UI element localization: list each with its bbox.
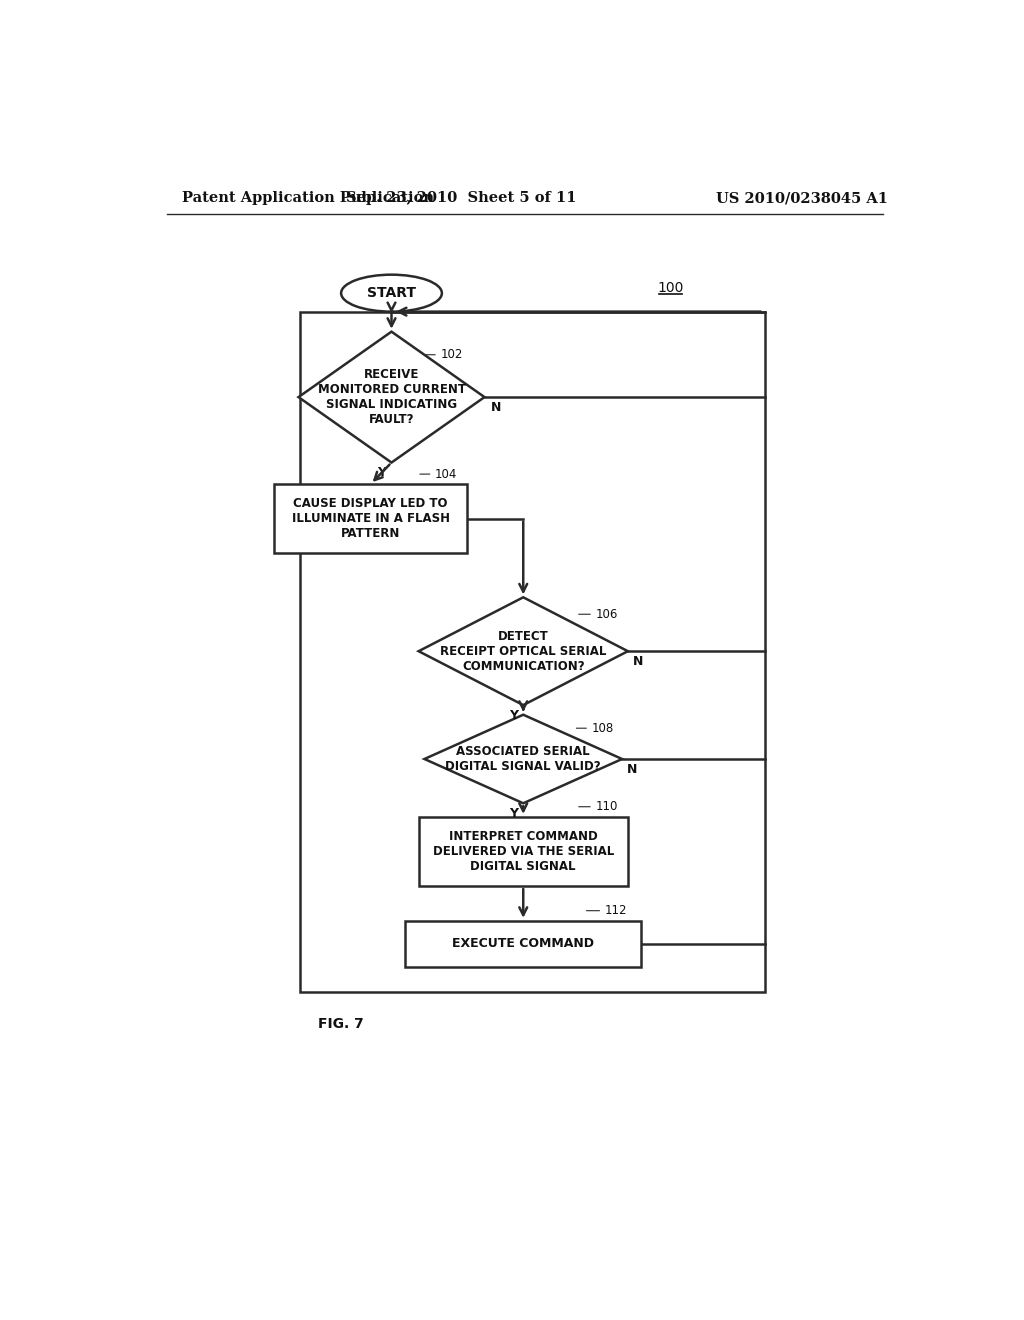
- Text: N: N: [633, 655, 643, 668]
- Text: CAUSE DISPLAY LED TO
ILLUMINATE IN A FLASH
PATTERN: CAUSE DISPLAY LED TO ILLUMINATE IN A FLA…: [292, 498, 450, 540]
- Text: US 2010/0238045 A1: US 2010/0238045 A1: [716, 191, 888, 206]
- Text: 100: 100: [657, 281, 684, 294]
- Text: INTERPRET COMMAND
DELIVERED VIA THE SERIAL
DIGITAL SIGNAL: INTERPRET COMMAND DELIVERED VIA THE SERI…: [432, 830, 613, 873]
- Text: RECEIVE
MONITORED CURRENT
SIGNAL INDICATING
FAULT?: RECEIVE MONITORED CURRENT SIGNAL INDICAT…: [317, 368, 466, 426]
- Text: Y: Y: [509, 807, 518, 820]
- Polygon shape: [299, 331, 484, 462]
- Text: N: N: [490, 401, 501, 414]
- Bar: [406, 921, 641, 966]
- Text: Patent Application Publication: Patent Application Publication: [182, 191, 434, 206]
- Text: START: START: [367, 286, 416, 300]
- Text: Y: Y: [378, 466, 386, 479]
- Text: 110: 110: [595, 800, 617, 813]
- Bar: [419, 817, 628, 886]
- Text: 104: 104: [435, 467, 458, 480]
- Bar: [300, 312, 765, 991]
- Text: N: N: [627, 763, 637, 776]
- Text: Sep. 23, 2010  Sheet 5 of 11: Sep. 23, 2010 Sheet 5 of 11: [346, 191, 577, 206]
- Text: 102: 102: [440, 348, 463, 362]
- Text: 106: 106: [595, 607, 617, 620]
- Text: Y: Y: [509, 709, 518, 722]
- Text: FIG. 7: FIG. 7: [317, 1018, 364, 1031]
- Text: EXECUTE COMMAND: EXECUTE COMMAND: [453, 937, 594, 950]
- Text: 108: 108: [592, 722, 613, 735]
- Polygon shape: [419, 597, 628, 705]
- Text: DETECT
RECEIPT OPTICAL SERIAL
COMMUNICATION?: DETECT RECEIPT OPTICAL SERIAL COMMUNICAT…: [440, 630, 606, 673]
- Text: ASSOCIATED SERIAL
DIGITAL SIGNAL VALID?: ASSOCIATED SERIAL DIGITAL SIGNAL VALID?: [445, 744, 601, 774]
- Bar: [274, 484, 467, 553]
- Text: 112: 112: [604, 904, 627, 917]
- Polygon shape: [424, 714, 622, 804]
